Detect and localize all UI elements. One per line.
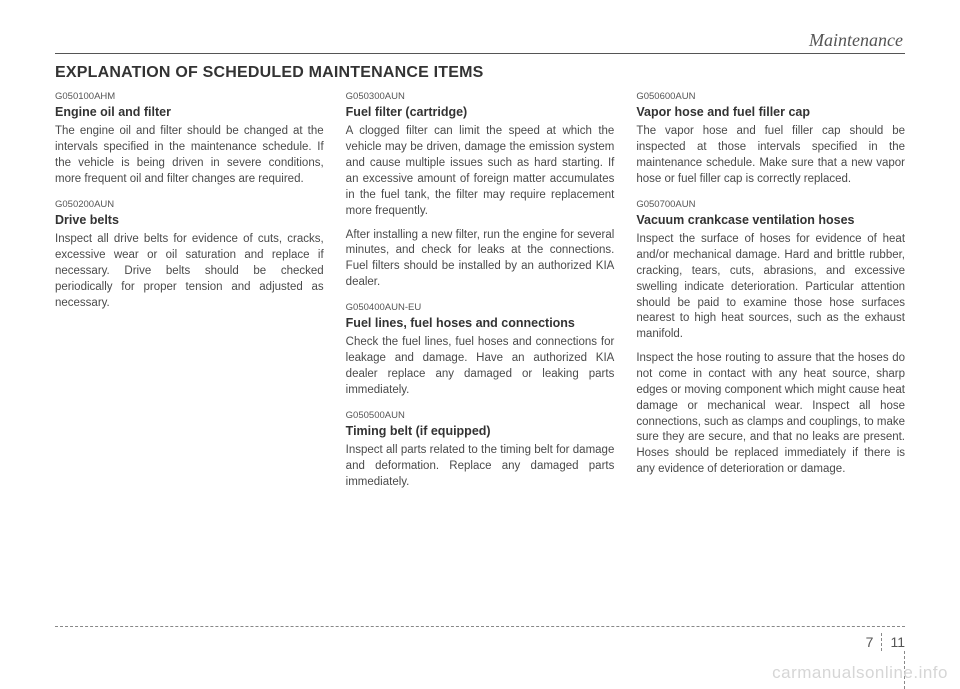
item-heading: Timing belt (if equipped)	[346, 423, 615, 440]
item-body: After installing a new filter, run the e…	[346, 228, 615, 291]
item-code: G050500AUN	[346, 409, 615, 422]
column-1: G050100AHM Engine oil and filter The eng…	[55, 90, 324, 499]
item-code: G050200AUN	[55, 198, 324, 211]
item-body: A clogged filter can limit the speed at …	[346, 124, 615, 219]
content-columns: G050100AHM Engine oil and filter The eng…	[55, 90, 905, 499]
column-2: G050300AUN Fuel filter (cartridge) A clo…	[346, 90, 615, 499]
item-body: Inspect the hose routing to assure that …	[636, 351, 905, 478]
main-title: EXPLANATION OF SCHEDULED MAINTENANCE ITE…	[55, 64, 905, 82]
item-heading: Vacuum crankcase ventilation hoses	[636, 212, 905, 229]
page-chapter: 7	[866, 634, 874, 650]
item-code: G050700AUN	[636, 198, 905, 211]
watermark: carmanualsonline.info	[772, 663, 948, 683]
page-number: 7 11	[866, 633, 905, 651]
page-number-value: 11	[890, 634, 905, 650]
item-body: Inspect the surface of hoses for evidenc…	[636, 232, 905, 343]
header-rule	[55, 53, 905, 54]
page-divider	[881, 633, 882, 651]
item-body: Inspect all parts related to the timing …	[346, 443, 615, 491]
item-heading: Fuel lines, fuel hoses and connections	[346, 315, 615, 332]
section-title: Maintenance	[55, 30, 905, 51]
item-heading: Vapor hose and fuel filler cap	[636, 104, 905, 121]
footer-rule	[55, 626, 905, 627]
item-body: The vapor hose and fuel filler cap shoul…	[636, 124, 905, 187]
item-code: G050400AUN-EU	[346, 301, 615, 314]
item-heading: Drive belts	[55, 212, 324, 229]
item-heading: Fuel filter (cartridge)	[346, 104, 615, 121]
item-code: G050100AHM	[55, 90, 324, 103]
item-code: G050600AUN	[636, 90, 905, 103]
item-heading: Engine oil and filter	[55, 104, 324, 121]
item-body: Check the fuel lines, fuel hoses and con…	[346, 335, 615, 398]
item-body: Inspect all drive belts for evidence of …	[55, 232, 324, 311]
item-code: G050300AUN	[346, 90, 615, 103]
item-body: The engine oil and filter should be chan…	[55, 124, 324, 187]
column-3: G050600AUN Vapor hose and fuel filler ca…	[636, 90, 905, 499]
